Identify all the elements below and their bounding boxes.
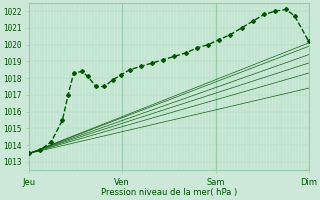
X-axis label: Pression niveau de la mer( hPa ): Pression niveau de la mer( hPa ) [101,188,237,197]
